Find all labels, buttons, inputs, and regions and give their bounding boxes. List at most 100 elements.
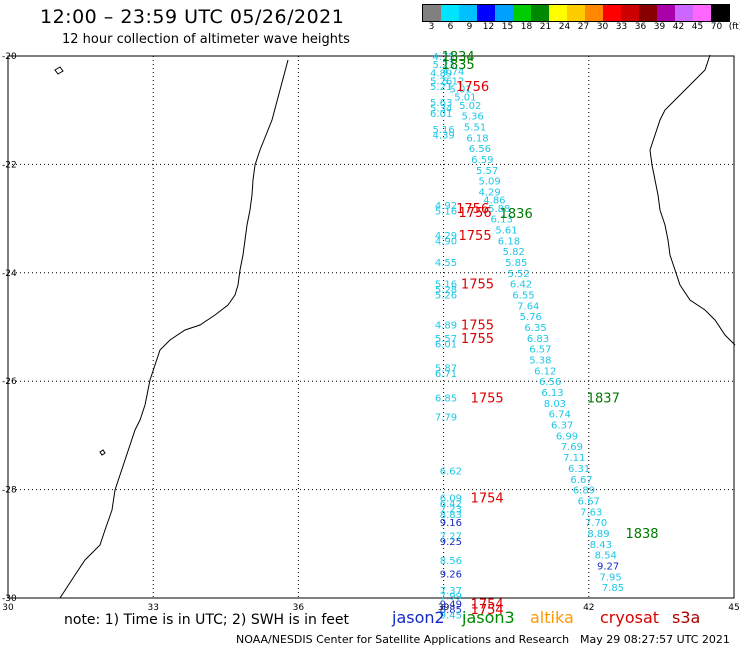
swh-reading: 6.71	[435, 369, 457, 380]
swh-reading: 5.28	[435, 285, 457, 296]
swh-reading: 9.45	[440, 610, 462, 621]
page-subtitle: 12 hour collection of altimeter wave hei…	[62, 32, 350, 47]
swh-reading: 5.51	[464, 122, 486, 133]
swh-reading: 5.16	[432, 125, 454, 136]
swh-reading: 7.95	[599, 572, 621, 583]
pass-time-label: 1754	[471, 492, 504, 507]
legend-swatch	[495, 5, 513, 21]
legend-cryosat: cryosat	[600, 608, 660, 627]
swh-reading: 6.55	[512, 290, 534, 301]
swh-reading: 5.57	[476, 166, 498, 177]
pass-time-label: 1755	[461, 278, 494, 293]
lon-tick-label: 30	[2, 603, 14, 613]
legend-label: 6	[447, 22, 454, 32]
island-1	[54, 66, 64, 75]
swh-reading: 8.56	[440, 556, 462, 567]
swh-readings: 4.755.234.894.745.265.125.015.015.025.36…	[430, 52, 624, 621]
legend-jason2: jason2	[392, 608, 445, 627]
legend-swatch	[513, 5, 531, 21]
africa-coastline	[59, 59, 289, 599]
lon-tick-label: 42	[583, 603, 594, 613]
swh-reading: 4.39	[432, 131, 454, 142]
legend-label: 39	[653, 22, 666, 32]
swh-reading: 9.49	[440, 599, 462, 610]
legend-label: 21	[539, 22, 552, 32]
legend-swatch	[423, 5, 441, 21]
swh-reading: 9.16	[440, 518, 462, 529]
swh-reading: 7.64	[517, 301, 539, 312]
swh-reading: 5.02	[459, 101, 481, 112]
pass-time-label: 1756	[456, 80, 489, 95]
lat-tick-label: -30	[2, 594, 17, 604]
swh-reading: 9.27	[597, 561, 619, 572]
swh-reading: 4.89	[435, 320, 457, 331]
pass-time-label: 1755	[461, 318, 494, 333]
pass-time-label: 1837	[587, 391, 620, 406]
swh-reading: 5.36	[462, 112, 484, 123]
swh-reading: 4.74	[442, 67, 464, 78]
swh-reading: 6.67	[578, 496, 600, 507]
swh-reading: 7.79	[435, 412, 457, 423]
swh-reading: 5.12	[442, 76, 464, 87]
swh-reading: 4.90	[435, 236, 457, 247]
swh-reading: 4.92	[435, 201, 457, 212]
swh-reading: 6.37	[551, 421, 573, 432]
swh-reading: 5.26	[435, 290, 457, 301]
map-grid: 30 33 36 39 42 45 -20 -22 -24 -26 -28 -30	[2, 52, 740, 613]
swh-reading: 4.89	[430, 68, 452, 79]
legend-swatch	[441, 5, 459, 21]
swh-reading: 5.34	[430, 103, 452, 114]
swh-reading: 4.75	[432, 52, 454, 63]
swh-reading: 8.03	[544, 399, 566, 410]
legend-label: 12	[482, 22, 495, 32]
swh-reading: 6.42	[440, 499, 462, 510]
swh-reading: 5.87	[435, 364, 457, 375]
swh-reading: 9.25	[440, 537, 462, 548]
legend-label: (ft)	[728, 22, 740, 32]
swh-reading: 6.89	[573, 486, 595, 497]
swh-reading: 5.88	[488, 204, 510, 215]
swh-reading: 6.57	[529, 345, 551, 356]
swh-reading: 5.23	[432, 60, 454, 71]
footer-timestamp: May 29 08:27:57 UTC 2021	[580, 633, 730, 646]
swh-reading: 6.13	[541, 388, 563, 399]
swh-reading: 6.99	[556, 431, 578, 442]
legend-swatch	[639, 5, 657, 21]
swh-reading: 7.85	[602, 583, 624, 594]
swh-reading: 8.89	[587, 529, 609, 540]
lat-tick-label: -20	[2, 52, 17, 62]
legend-label: 70	[710, 22, 723, 32]
legend-label: 45	[691, 22, 704, 32]
swh-reading: 6.56	[539, 377, 561, 388]
swh-reading: 5.16	[435, 206, 457, 217]
footer-note: note: 1) Time is in UTC; 2) SWH is in fe…	[64, 612, 350, 628]
swh-reading: 6.31	[568, 464, 590, 475]
swh-reading: 6.13	[491, 215, 513, 226]
footer-credit: NOAA/NESDIS Center for Satellite Applica…	[236, 633, 570, 646]
pass-time-label: 1754	[471, 597, 504, 612]
swh-reading: 5.63	[430, 98, 452, 109]
swh-reading: 5.01	[449, 85, 471, 96]
lon-tick-label: 45	[728, 603, 739, 613]
pass-time-label: 1838	[625, 527, 658, 542]
map-frame	[7, 55, 735, 599]
swh-reading: 6.01	[430, 109, 452, 120]
swh-reading: 7.69	[561, 442, 583, 453]
legend-swatch	[603, 5, 621, 21]
swh-reading: 7.70	[585, 518, 607, 529]
swh-reading: 6.12	[534, 366, 556, 377]
swh-reading: 7.99	[440, 591, 462, 602]
lon-tick-label: 33	[147, 603, 158, 613]
swh-reading: 6.42	[510, 280, 532, 291]
legend-swatch	[567, 5, 585, 21]
island-2	[99, 449, 106, 456]
swh-reading: 4.86	[483, 196, 505, 207]
legend-label: 9	[466, 22, 473, 32]
madagascar-coastline	[649, 54, 736, 346]
legend-label: 18	[520, 22, 533, 32]
swh-reading: 5.76	[520, 312, 542, 323]
legend-swatch	[657, 5, 675, 21]
swh-reading: 4.55	[435, 258, 457, 269]
